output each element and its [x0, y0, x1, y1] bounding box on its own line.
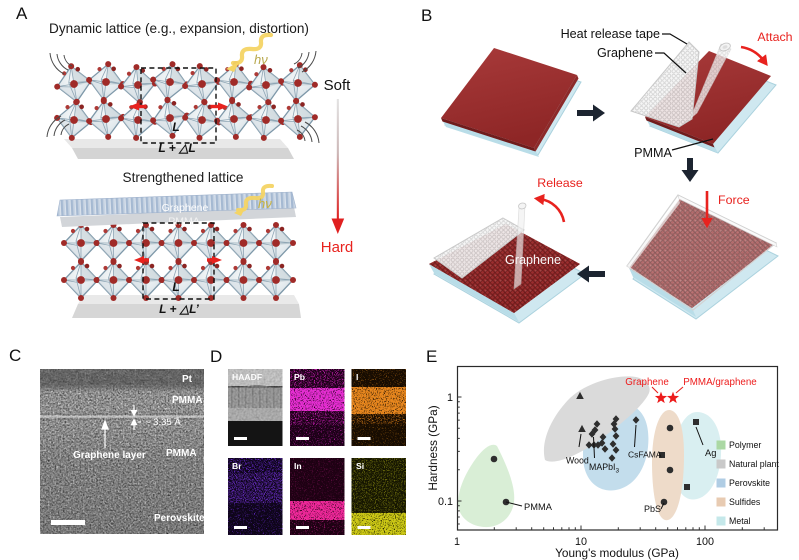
svg-text:Force: Force	[718, 193, 750, 207]
svg-text:Perovskite: Perovskite	[729, 478, 770, 488]
svg-text:0.1: 0.1	[438, 496, 453, 508]
svg-text:Polymer: Polymer	[729, 440, 761, 450]
svg-text:HAADF: HAADF	[232, 372, 262, 382]
svg-text:Natural plant: Natural plant	[729, 459, 779, 469]
svg-text:PMMA: PMMA	[524, 502, 553, 512]
svg-text:Graphene: Graphene	[162, 202, 209, 214]
svg-text:PbS: PbS	[644, 504, 661, 514]
svg-text:Si: Si	[356, 461, 364, 471]
svg-text:Hard: Hard	[321, 239, 354, 256]
svg-text:PMMA: PMMA	[168, 216, 200, 228]
svg-text:MAPbI: MAPbI	[589, 462, 615, 472]
svg-text:Wood: Wood	[566, 456, 589, 466]
svg-text:L: L	[172, 120, 179, 134]
svg-text:Release: Release	[537, 176, 583, 190]
svg-text:100: 100	[696, 536, 714, 548]
svg-text:PMMA: PMMA	[172, 395, 203, 406]
svg-text:3: 3	[616, 468, 620, 475]
svg-text:Br: Br	[232, 461, 242, 471]
svg-text:Soft: Soft	[324, 77, 352, 94]
svg-text:L + △L’: L + △L’	[159, 302, 199, 316]
svg-text:L: L	[172, 280, 179, 294]
svg-text:Graphene: Graphene	[625, 377, 669, 388]
svg-text:Perovskite: Perovskite	[154, 513, 205, 524]
svg-text:PMMA: PMMA	[634, 146, 672, 160]
svg-text:Ag: Ag	[705, 448, 716, 458]
svg-text:Graphene: Graphene	[505, 253, 561, 267]
svg-text:Graphene layer: Graphene layer	[73, 450, 146, 461]
svg-text:Dynamic lattice (e.g., expansi: Dynamic lattice (e.g., expansion, distor…	[49, 21, 309, 36]
svg-text:10: 10	[575, 536, 587, 548]
svg-text:hν: hν	[254, 52, 268, 67]
svg-text:Young's modulus (GPa): Young's modulus (GPa)	[555, 546, 679, 560]
svg-text:Attach: Attach	[757, 30, 792, 44]
svg-text:hν: hν	[258, 196, 272, 211]
svg-text:Strengthened lattice: Strengthened lattice	[123, 170, 244, 185]
svg-text:CsFAMA: CsFAMA	[628, 450, 662, 460]
svg-text:I: I	[356, 372, 358, 382]
svg-text:Heat release tape: Heat release tape	[561, 27, 660, 41]
svg-text:Sulfides: Sulfides	[729, 497, 761, 507]
svg-text:L + △L: L + △L	[158, 141, 195, 155]
svg-text:Graphene: Graphene	[597, 46, 653, 60]
svg-text:Metal: Metal	[729, 516, 751, 526]
svg-text:1: 1	[454, 536, 460, 548]
svg-text:PMMA/graphene: PMMA/graphene	[683, 377, 757, 388]
svg-text:1: 1	[447, 392, 453, 404]
svg-text:Hardness (GPa): Hardness (GPa)	[426, 405, 440, 490]
svg-text:PMMA: PMMA	[166, 448, 197, 459]
svg-text:Pb: Pb	[294, 372, 305, 382]
svg-text:Pt: Pt	[182, 374, 193, 385]
svg-text:~ 3.35 Å: ~ 3.35 Å	[145, 417, 181, 428]
svg-text:In: In	[294, 461, 302, 471]
